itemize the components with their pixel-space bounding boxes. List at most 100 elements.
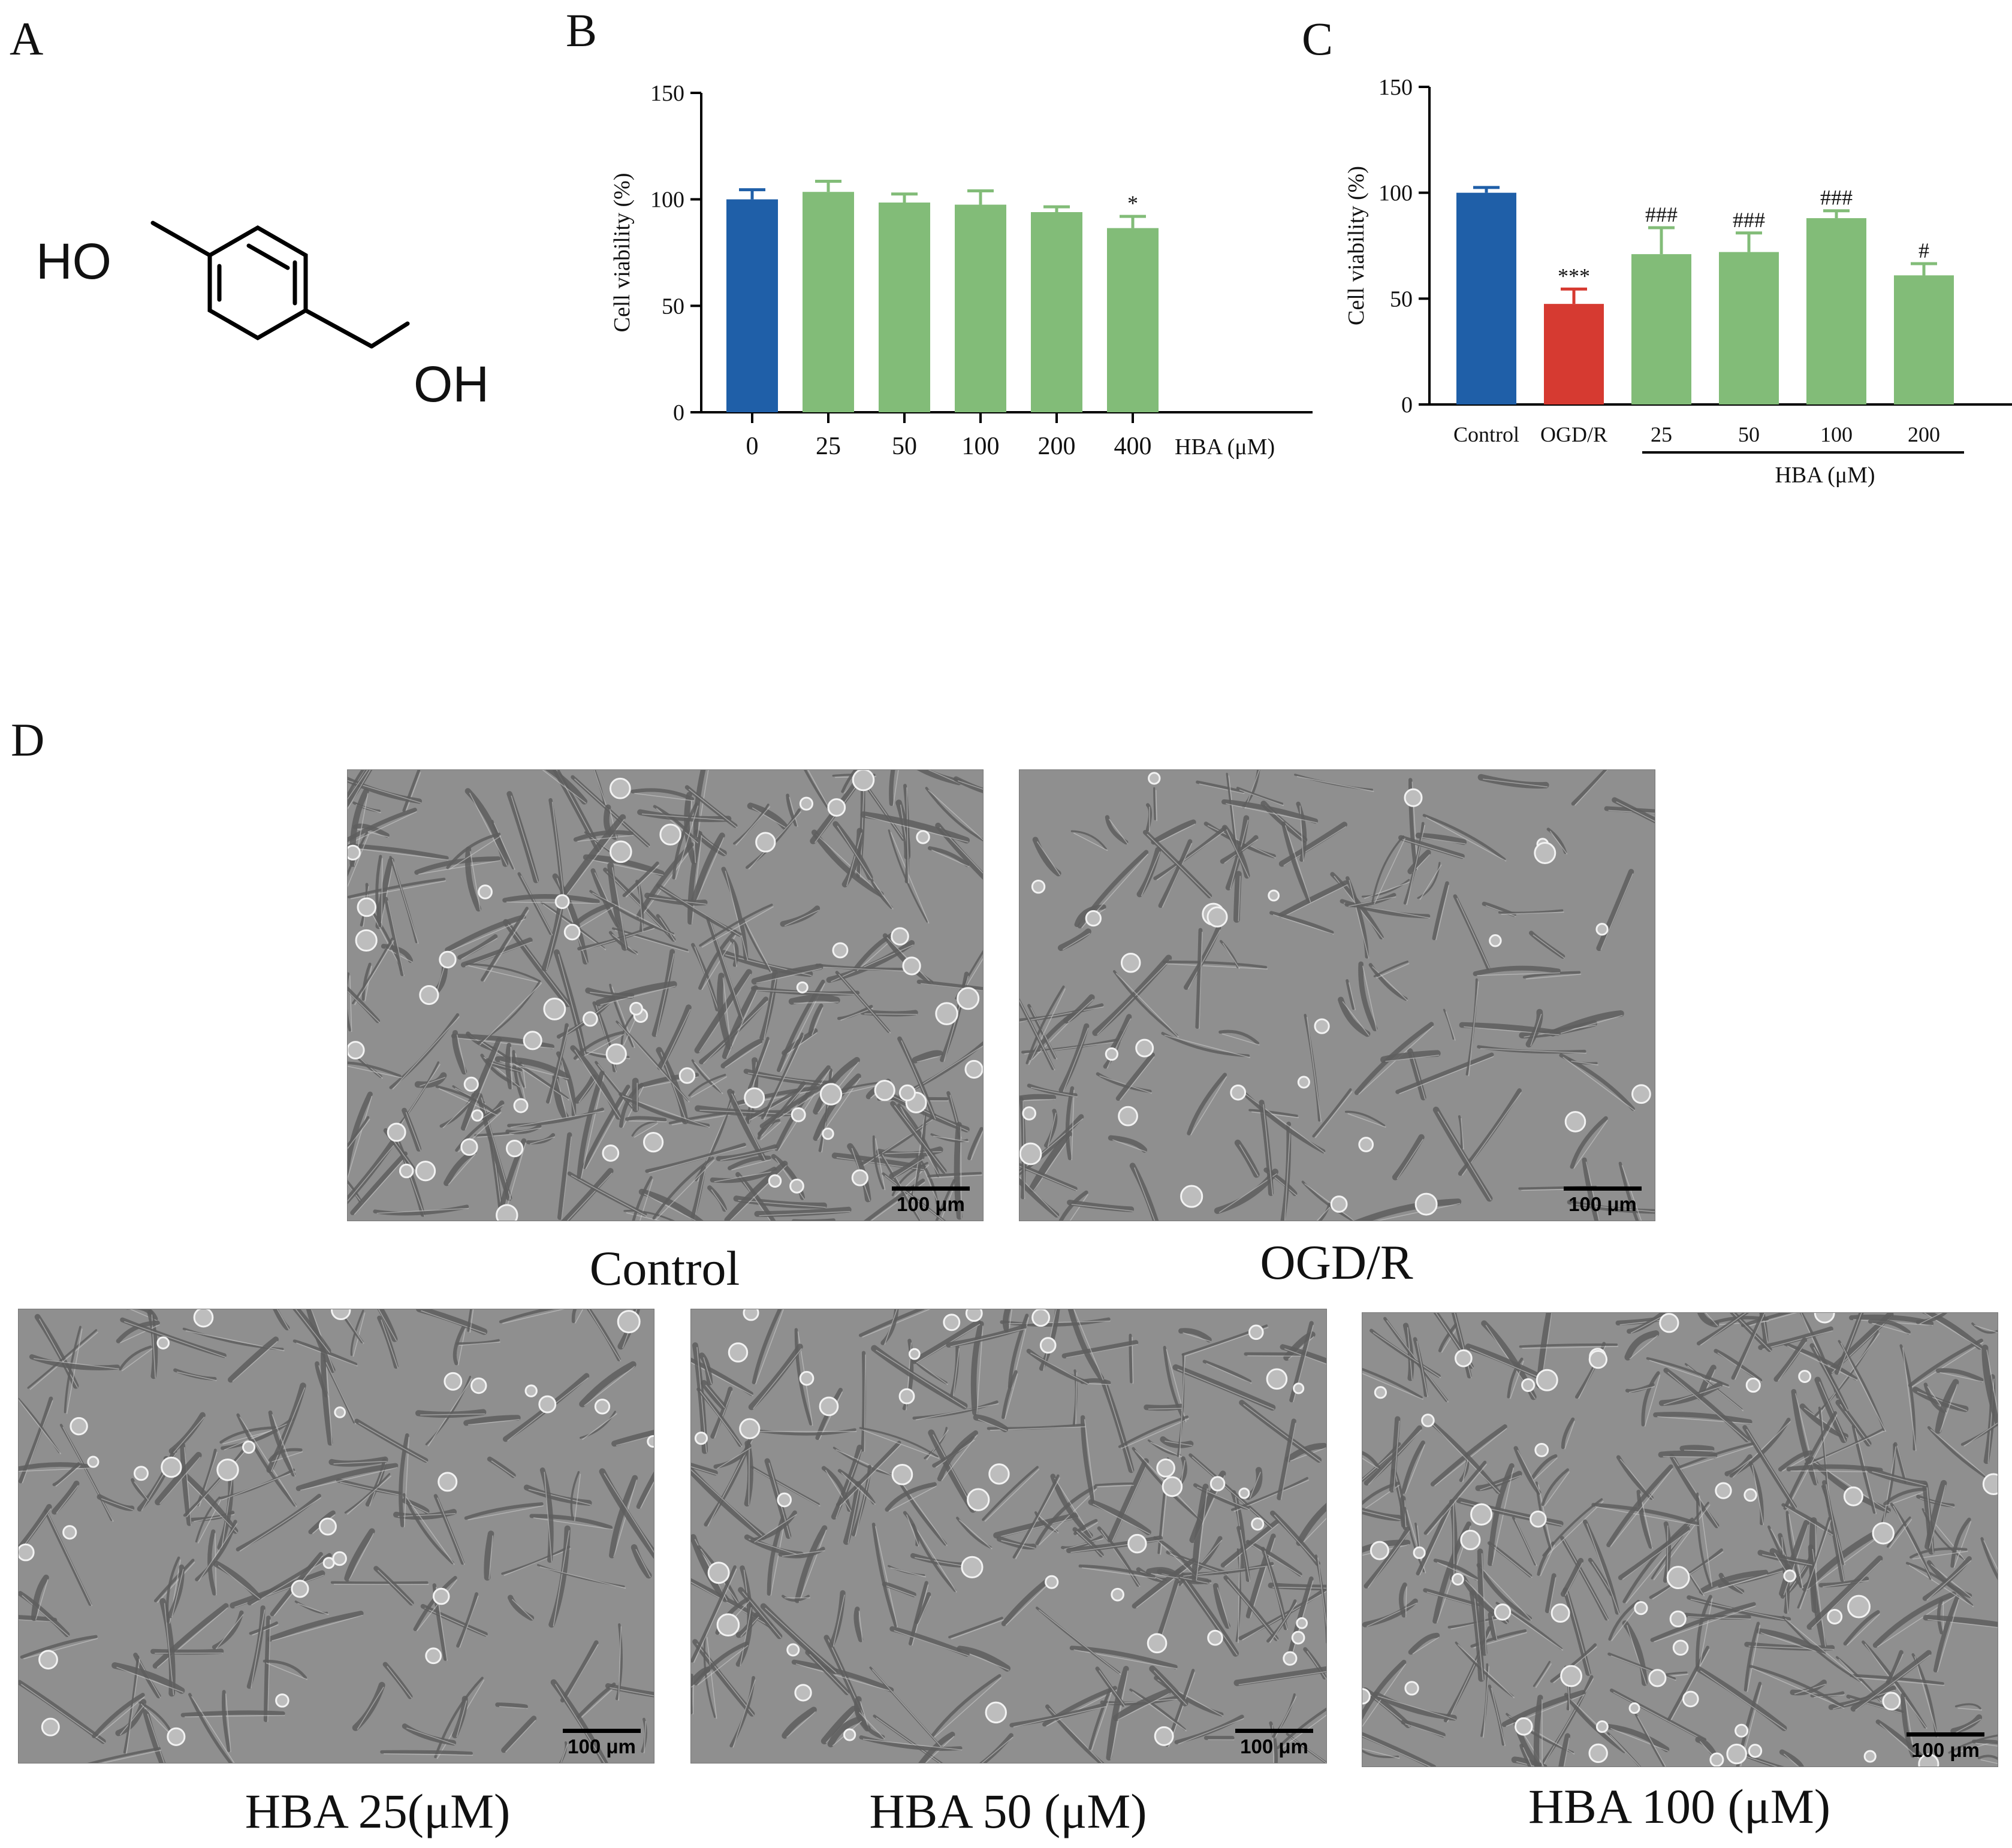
cell-halo [232,1340,278,1382]
cell-process [967,1127,983,1161]
cell-halo [720,1148,777,1161]
cell-halo [698,834,726,856]
cell-process [1398,1582,1407,1618]
cell-halo [376,1207,469,1214]
cell-process [1960,1422,1998,1446]
cell-process [1415,832,1467,846]
cell-halo [1348,982,1356,1010]
cell-halo [1227,1579,1279,1641]
cell-halo [1902,1347,1917,1451]
cell-halo [1929,1484,1946,1549]
cell-body [659,823,681,846]
cell-halo [1571,1060,1598,1065]
cell-process [1561,1417,1575,1450]
cell-process [1477,774,1549,789]
cell-halo [1147,834,1212,898]
cell-halo [348,1119,370,1149]
cell-body [161,1456,182,1478]
cell-body [1631,1084,1651,1104]
cell-body [1156,1459,1175,1478]
cell-halo [270,1387,306,1472]
cell-halo [706,1636,717,1719]
cell-process [1519,1343,1618,1348]
cell-halo [1657,1416,1752,1424]
cell-halo [483,910,529,982]
cell-body [62,1525,77,1540]
cell-halo [505,1720,536,1753]
cell-halo [1699,1495,1713,1587]
cell-halo [1030,1352,1089,1385]
cell-process [1286,1576,1314,1663]
cell-process [1344,1110,1386,1127]
cell-halo [1644,1375,1661,1427]
cell-halo [1033,1136,1072,1191]
cell-halo [952,1348,960,1400]
cell-halo [1243,1092,1326,1154]
cell-process [1669,1453,1720,1529]
cell-process [595,1061,636,1111]
cell-body [554,894,570,910]
micrograph-background [1019,770,1655,1221]
cell-body [1266,1368,1288,1390]
cell-process [1092,955,1172,1036]
cell-halo [66,1328,83,1414]
cell-process [788,994,840,1005]
cell-process [1677,1442,1754,1469]
cell-process [1268,1583,1326,1591]
cell-body [1283,1651,1298,1666]
cell-process [880,1309,899,1345]
cell-process [693,770,706,838]
cell-halo [346,1475,392,1515]
cell-process [1371,835,1404,904]
cell-process [1088,1686,1112,1750]
cell-halo [503,1548,571,1576]
cell-halo [893,1158,924,1179]
cell-process [885,1482,937,1512]
cell-process [835,1441,901,1507]
cell-halo [384,1753,473,1756]
cell-process [213,1560,262,1601]
cell-body [156,1336,170,1349]
cell-process [705,916,744,1020]
cell-process [979,1733,1013,1763]
cell-halo [1222,943,1240,970]
cell-process [1564,1693,1627,1753]
cell-halo [575,1309,584,1324]
cell-process [593,770,605,805]
cell-process [645,1143,746,1173]
cell-process [794,1525,828,1604]
cell-process [1067,1309,1105,1381]
cell-halo [1667,1372,1749,1442]
cell-body [799,796,814,811]
cell-body [1882,1692,1901,1711]
cell-process [1541,1468,1569,1506]
cell-halo [561,1136,572,1219]
cell-body [275,1693,289,1708]
cell-halo [348,1065,402,1079]
cell-halo [754,1514,797,1543]
caption-hba-25: HBA 25(μM) [245,1784,511,1838]
cell-process [1465,1343,1540,1379]
cell-body [415,1160,436,1182]
cell-halo [1250,1538,1276,1618]
cell-process [1784,1342,1858,1381]
cell-process [1187,1073,1227,1136]
cell-halo [901,1045,983,1098]
cell-process [1144,1403,1184,1411]
cell-halo [795,1663,894,1692]
cell-process [1314,1554,1326,1644]
cell-body [1783,1569,1796,1583]
cell-process [1278,822,1348,867]
cell-halo [1282,884,1348,918]
cell-halo [789,797,798,827]
cell-process [735,1171,776,1221]
chart-c: 0 50 100 150 Cell viability (%) Control OGD/R *… [1344,75,2012,488]
cell-halo [1178,1718,1244,1745]
cell-body [1120,953,1141,973]
cell-halo [1563,1737,1570,1767]
cell-process [1663,1367,1750,1442]
cell-body [19,1543,35,1562]
cell-halo [875,1138,886,1191]
cell-process [402,1493,454,1565]
cell-process [717,973,732,1050]
